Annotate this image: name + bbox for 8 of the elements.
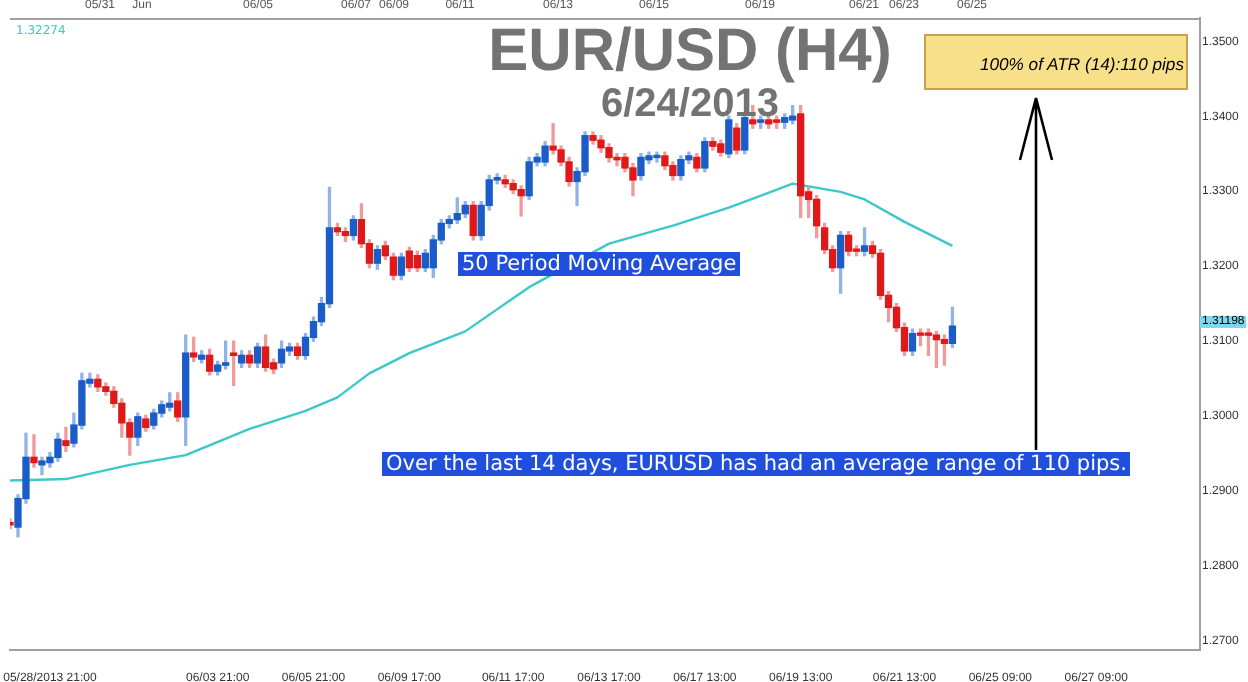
- chart-title: EUR/USD (H4): [486, 18, 894, 86]
- annotation: Over the last 14 days, EURUSD has had an average range of 110 pips.: [382, 452, 1131, 476]
- candlestick: [62, 426, 70, 452]
- note-box: 100% of ATR (14):110 pips: [924, 34, 1188, 90]
- text: 6/24/2013: [599, 82, 779, 128]
- candlestick: [30, 434, 38, 468]
- annotation: 50 Period Moving Average: [458, 252, 741, 276]
- candlestick: [517, 185, 525, 217]
